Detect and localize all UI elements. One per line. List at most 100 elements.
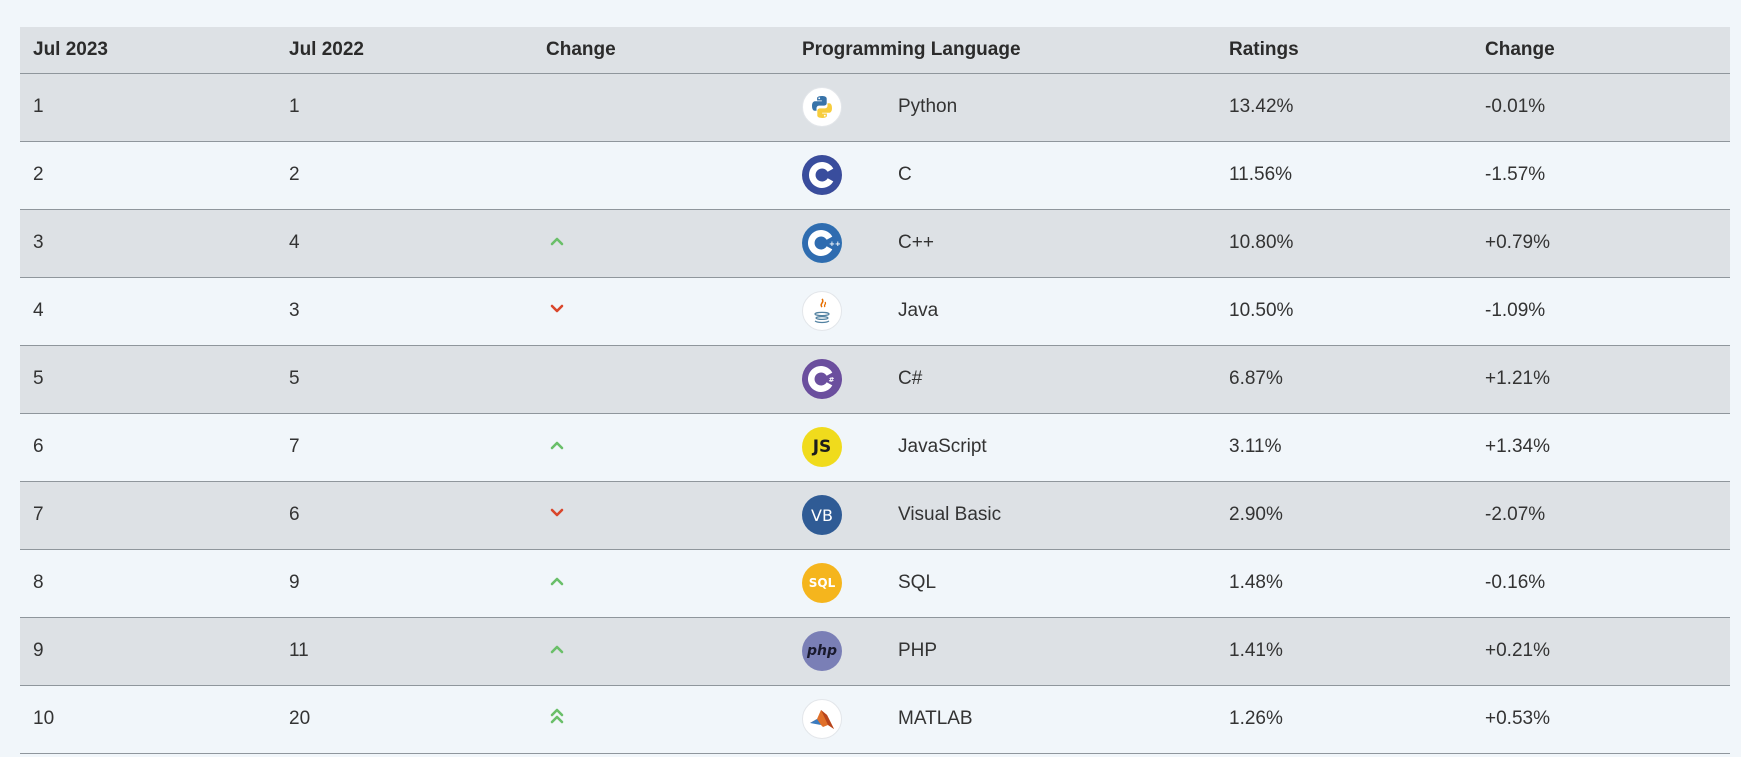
- rank-change-indicator: [533, 209, 789, 278]
- rank-2022: 9: [276, 549, 533, 618]
- rating-value: 10.50%: [1216, 277, 1472, 346]
- rank-2023: 3: [20, 209, 276, 278]
- rating-change-value: -0.16%: [1472, 549, 1730, 618]
- rank-change-indicator: [533, 345, 789, 414]
- header-rating-change[interactable]: Change: [1472, 27, 1730, 74]
- rating-value: 2.90%: [1216, 481, 1472, 550]
- arrow-up-icon: [548, 574, 566, 588]
- rank-2022: 5: [276, 345, 533, 414]
- arrow-up-icon: [548, 234, 566, 248]
- rating-change-value: -0.01%: [1472, 73, 1730, 142]
- language-name[interactable]: C#: [898, 368, 923, 389]
- c-logo-icon: [802, 155, 842, 195]
- svg-text:++: ++: [829, 240, 841, 248]
- language-cell[interactable]: Java: [789, 277, 1216, 346]
- table-header: Jul 2023 Jul 2022 Change Programming Lan…: [20, 27, 1730, 74]
- table-row[interactable]: 2 2 C 11.56% -1.57%: [20, 141, 1730, 210]
- rank-change-indicator: [533, 73, 789, 142]
- header-rank-change[interactable]: Change: [533, 27, 789, 74]
- rating-change-value: +0.21%: [1472, 617, 1730, 686]
- rank-change-indicator: [533, 277, 789, 346]
- tiobe-index-table-container: Jul 2023 Jul 2022 Change Programming Lan…: [20, 27, 1730, 754]
- table-row[interactable]: 1 1 Python 13.42% -0.01%: [20, 73, 1730, 142]
- rating-change-value: +0.53%: [1472, 685, 1730, 754]
- rank-change-indicator: [533, 685, 789, 754]
- language-name[interactable]: JavaScript: [898, 436, 987, 457]
- table-row[interactable]: 6 7 JS JavaScript 3.11% +1.34%: [20, 413, 1730, 482]
- python-logo-icon: [802, 87, 842, 127]
- rating-change-value: +1.21%: [1472, 345, 1730, 414]
- rating-change-value: +1.34%: [1472, 413, 1730, 482]
- header-jul-2022[interactable]: Jul 2022: [276, 27, 533, 74]
- language-name[interactable]: Java: [898, 300, 939, 321]
- rank-2022: 20: [276, 685, 533, 754]
- language-cell[interactable]: SQL SQL: [789, 549, 1216, 618]
- table-row[interactable]: 8 9 SQL SQL 1.48% -0.16%: [20, 549, 1730, 618]
- svg-text:#: #: [829, 376, 835, 384]
- language-name[interactable]: MATLAB: [898, 708, 973, 729]
- rank-2022: 11: [276, 617, 533, 686]
- rating-change-value: -1.09%: [1472, 277, 1730, 346]
- header-ratings[interactable]: Ratings: [1216, 27, 1472, 74]
- header-row: Jul 2023 Jul 2022 Change Programming Lan…: [20, 27, 1730, 74]
- table-row[interactable]: 4 3 Java 10.50% -1.09%: [20, 277, 1730, 346]
- language-cell[interactable]: ++ C++: [789, 209, 1216, 278]
- rank-change-indicator: [533, 141, 789, 210]
- tiobe-index-table: Jul 2023 Jul 2022 Change Programming Lan…: [20, 27, 1730, 754]
- php-logo-icon: php: [802, 631, 842, 671]
- rank-2023: 5: [20, 345, 276, 414]
- rating-value: 6.87%: [1216, 345, 1472, 414]
- header-programming-language[interactable]: Programming Language: [789, 27, 1216, 74]
- rating-value: 1.48%: [1216, 549, 1472, 618]
- table-body: 1 1 Python 13.42% -0.01% 2 2 C 11.56% -1.57% 3 4 ++ C…: [20, 73, 1730, 754]
- language-name[interactable]: SQL: [898, 572, 937, 593]
- rank-2022: 1: [276, 73, 533, 142]
- language-cell[interactable]: MATLAB: [789, 685, 1216, 754]
- language-name[interactable]: PHP: [898, 640, 938, 661]
- rank-2022: 3: [276, 277, 533, 346]
- table-row[interactable]: 10 20 MATLAB 1.26% +0.53%: [20, 685, 1730, 754]
- table-row[interactable]: 5 5 # C# 6.87% +1.21%: [20, 345, 1730, 414]
- rank-2022: 7: [276, 413, 533, 482]
- rank-2023: 8: [20, 549, 276, 618]
- table-row[interactable]: 3 4 ++ C++ 10.80% +0.79%: [20, 209, 1730, 278]
- visual-basic-logo-icon: VB: [802, 495, 842, 535]
- rank-2023: 6: [20, 413, 276, 482]
- rating-value: 10.80%: [1216, 209, 1472, 278]
- language-cell[interactable]: JS JavaScript: [789, 413, 1216, 482]
- language-name[interactable]: C: [898, 164, 912, 185]
- rating-value: 3.11%: [1216, 413, 1472, 482]
- rank-change-indicator: [533, 481, 789, 550]
- arrow-up-icon: [548, 642, 566, 656]
- language-name[interactable]: C++: [898, 232, 934, 253]
- language-cell[interactable]: # C#: [789, 345, 1216, 414]
- javascript-logo-icon: JS: [802, 427, 842, 467]
- table-row[interactable]: 9 11 php PHP 1.41% +0.21%: [20, 617, 1730, 686]
- rank-2023: 1: [20, 73, 276, 142]
- rank-2022: 4: [276, 209, 533, 278]
- rating-value: 13.42%: [1216, 73, 1472, 142]
- rank-2023: 9: [20, 617, 276, 686]
- language-cell[interactable]: Python: [789, 73, 1216, 142]
- arrow-down-icon: [548, 506, 566, 520]
- rank-2023: 10: [20, 685, 276, 754]
- rank-2023: 7: [20, 481, 276, 550]
- rating-change-value: +0.79%: [1472, 209, 1730, 278]
- language-cell[interactable]: php PHP: [789, 617, 1216, 686]
- java-logo-icon: [802, 291, 842, 331]
- table-row[interactable]: 7 6 VB Visual Basic 2.90% -2.07%: [20, 481, 1730, 550]
- language-cell[interactable]: C: [789, 141, 1216, 210]
- rank-change-indicator: [533, 413, 789, 482]
- csharp-logo-icon: #: [802, 359, 842, 399]
- language-cell[interactable]: VB Visual Basic: [789, 481, 1216, 550]
- rating-value: 1.26%: [1216, 685, 1472, 754]
- rank-2022: 6: [276, 481, 533, 550]
- rank-2023: 2: [20, 141, 276, 210]
- rank-change-indicator: [533, 549, 789, 618]
- rating-value: 11.56%: [1216, 141, 1472, 210]
- language-name[interactable]: Python: [898, 96, 958, 117]
- sql-logo-icon: SQL: [802, 563, 842, 603]
- header-jul-2023[interactable]: Jul 2023: [20, 27, 276, 74]
- matlab-logo-icon: [802, 699, 842, 739]
- language-name[interactable]: Visual Basic: [898, 504, 1002, 525]
